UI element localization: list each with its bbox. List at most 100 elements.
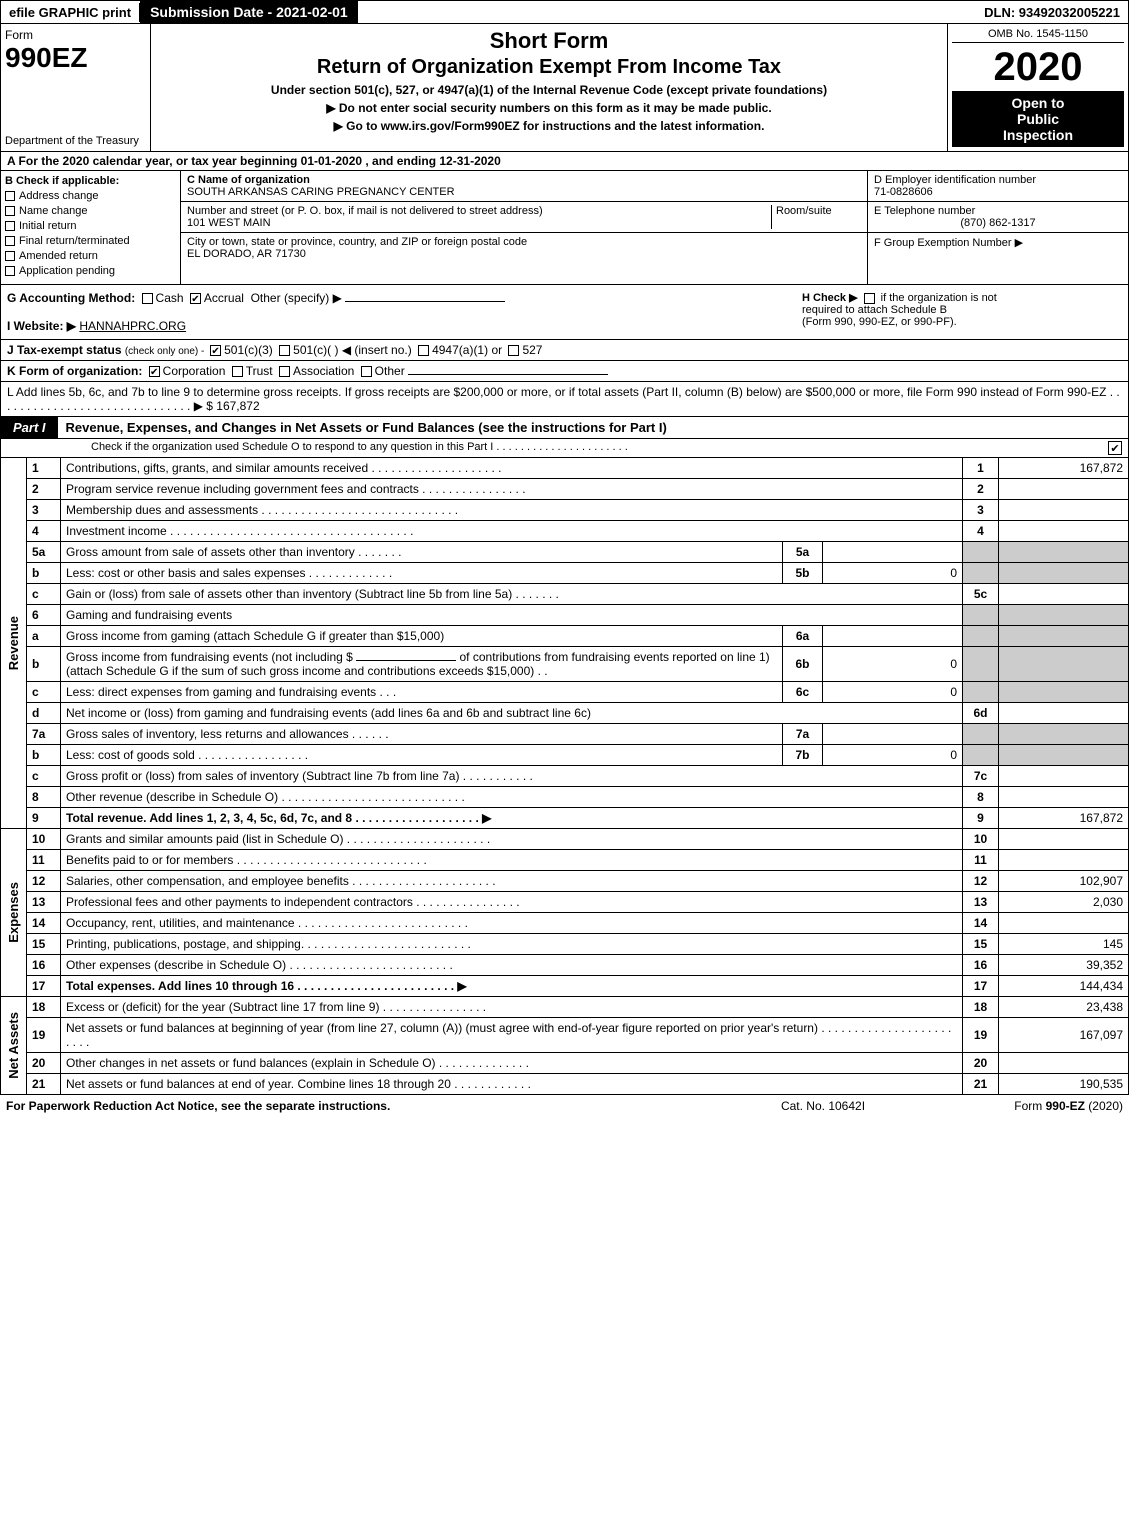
accounting-method: G Accounting Method: Cash Accrual Other … [7,291,802,333]
chk-corporation[interactable] [149,366,160,377]
lbl-other-method: Other (specify) ▶ [251,291,342,305]
city-value: EL DORADO, AR 71730 [187,248,306,260]
chk-cash[interactable] [142,293,153,304]
chk-4947[interactable] [418,345,429,356]
lbl-501c3: 501(c)(3) [224,343,273,357]
side-label-netassets: Net Assets [1,997,27,1095]
l8-key: 8 [963,787,999,808]
chk-initial-return[interactable] [5,221,15,231]
l13-num: 13 [27,892,61,913]
l7c-desc: Gross profit or (loss) from sales of inv… [61,766,963,787]
open-public-l1: Open to [956,95,1120,111]
dept-treasury: Department of the Treasury [5,135,139,147]
l20-key: 20 [963,1053,999,1074]
omb-number: OMB No. 1545-1150 [952,28,1124,43]
l6c-desc: Less: direct expenses from gaming and fu… [61,682,783,703]
l6-amt-shade [999,605,1129,626]
l18-amt: 23,438 [999,997,1129,1018]
lbl-address-change: Address change [19,190,99,202]
k-label: K Form of organization: [7,364,142,378]
l4-desc: Investment income . . . . . . . . . . . … [61,521,963,542]
l6a-subamt [823,626,963,647]
l6c-key-shade [963,682,999,703]
l6d-amt [999,703,1129,724]
l6-num: 6 [27,605,61,626]
chk-accrual[interactable] [190,293,201,304]
l11-desc: Benefits paid to or for members . . . . … [61,850,963,871]
chk-address-change[interactable] [5,191,15,201]
l16-key: 16 [963,955,999,976]
lbl-cash: Cash [156,291,184,305]
l18-key: 18 [963,997,999,1018]
l8-amt [999,787,1129,808]
efile-print-label[interactable]: efile GRAPHIC print [1,3,140,22]
chk-association[interactable] [279,366,290,377]
chk-name-change[interactable] [5,206,15,216]
l7a-sub: 7a [783,724,823,745]
chk-amended-return[interactable] [5,251,15,261]
row-k-form-of-org: K Form of organization: Corporation Trus… [0,361,1129,382]
l7b-num: b [27,745,61,766]
l19-amt: 167,097 [999,1018,1129,1053]
l5b-amt-shade [999,563,1129,584]
open-public-l3: Inspection [956,127,1120,143]
l7b-desc: Less: cost of goods sold . . . . . . . .… [61,745,783,766]
goto-text[interactable]: ▶ Go to www.irs.gov/Form990EZ for instru… [334,119,765,133]
l2-desc: Program service revenue including govern… [61,479,963,500]
ssn-notice: ▶ Do not enter social security numbers o… [155,101,943,115]
l6d-key: 6d [963,703,999,724]
lbl-527: 527 [522,343,542,357]
j-label: J Tax-exempt status [7,343,122,357]
form-title-block: Short Form Return of Organization Exempt… [151,24,948,151]
open-public-badge: Open to Public Inspection [952,91,1124,147]
l7c-num: c [27,766,61,787]
l10-desc: Grants and similar amounts paid (list in… [61,829,963,850]
l11-amt [999,850,1129,871]
l11-key: 11 [963,850,999,871]
l19-desc: Net assets or fund balances at beginning… [61,1018,963,1053]
g-label: G Accounting Method: [7,291,135,305]
lbl-final-return: Final return/terminated [19,235,130,247]
website-value[interactable]: HANNAHPRC.ORG [79,319,186,333]
l11-num: 11 [27,850,61,871]
l6-key-shade [963,605,999,626]
chk-501c3[interactable] [210,345,221,356]
chk-trust[interactable] [232,366,243,377]
chk-final-return[interactable] [5,236,15,246]
chk-other-org[interactable] [361,366,372,377]
submission-date: Submission Date - 2021-02-01 [140,1,358,23]
short-form-title: Short Form [155,28,943,54]
l6b-sub: 6b [783,647,823,682]
l5b-sub: 5b [783,563,823,584]
form-number: 990EZ [5,42,146,74]
top-bar: efile GRAPHIC print Submission Date - 20… [0,0,1129,24]
lbl-501c: 501(c)( ) ◀ (insert no.) [293,343,412,357]
l17-amt: 144,434 [999,976,1129,997]
l6b-desc: Gross income from fundraising events (no… [61,647,783,682]
entity-info-grid: B Check if applicable: Address change Na… [0,171,1129,285]
paperwork-notice: For Paperwork Reduction Act Notice, see … [6,1099,723,1113]
ein-value: 71-0828606 [874,186,933,198]
l4-key: 4 [963,521,999,542]
chk-schedule-o[interactable]: ✔ [1108,441,1122,455]
l7a-subamt [823,724,963,745]
row-l-gross-receipts: L Add lines 5b, 6c, and 7b to line 9 to … [0,382,1129,417]
chk-application-pending[interactable] [5,266,15,276]
lbl-trust: Trust [246,364,273,378]
ein-label: D Employer identification number [874,174,1036,186]
l16-desc: Other expenses (describe in Schedule O) … [61,955,963,976]
chk-527[interactable] [508,345,519,356]
side-label-expenses: Expenses [1,829,27,997]
l5b-desc: Less: cost or other basis and sales expe… [61,563,783,584]
l4-num: 4 [27,521,61,542]
l6a-key-shade [963,626,999,647]
tax-year: 2020 [952,47,1124,87]
l15-amt: 145 [999,934,1129,955]
chk-h[interactable] [864,293,875,304]
part1-table: Revenue 1 Contributions, gifts, grants, … [0,458,1129,1095]
dln-label: DLN: 93492032005221 [976,3,1128,22]
row-g-h: G Accounting Method: Cash Accrual Other … [0,285,1129,340]
street-value: 101 WEST MAIN [187,217,271,229]
chk-501c[interactable] [279,345,290,356]
l16-amt: 39,352 [999,955,1129,976]
